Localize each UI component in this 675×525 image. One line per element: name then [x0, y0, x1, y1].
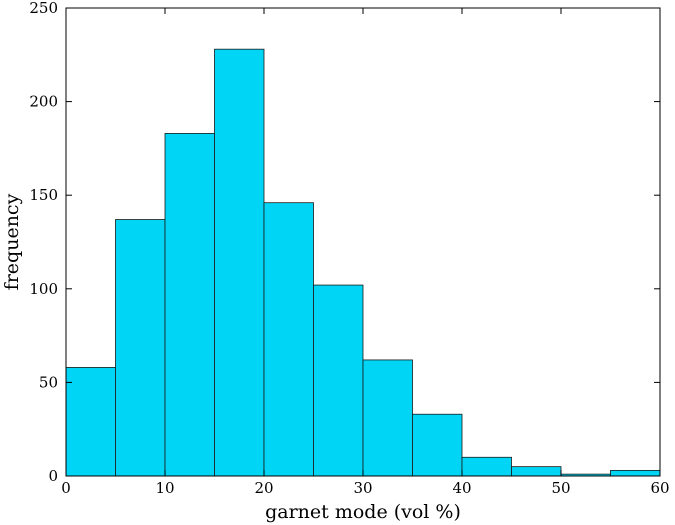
x-tick-label: 50 — [551, 479, 570, 497]
x-tick-label: 10 — [155, 479, 174, 497]
x-tick-label: 20 — [254, 479, 273, 497]
x-ticks: 0 10 20 30 40 50 60 — [61, 8, 670, 497]
y-tick-label: 100 — [29, 280, 58, 298]
y-tick-label: 250 — [29, 0, 58, 17]
y-tick-label: 150 — [29, 186, 58, 204]
x-tick-label: 40 — [452, 479, 471, 497]
histogram-bar — [610, 469, 661, 477]
histogram-bar — [263, 202, 314, 477]
y-tick-label: 0 — [48, 467, 58, 485]
y-tick-label: 50 — [39, 373, 58, 391]
x-tick-label: 0 — [61, 479, 71, 497]
y-ticks: 0 50 100 150 200 250 — [29, 0, 660, 485]
histogram-bar — [362, 359, 413, 477]
x-axis-label: garnet mode (vol %) — [265, 501, 461, 523]
x-tick-label: 60 — [650, 479, 669, 497]
histogram-bar — [115, 219, 166, 477]
bars-group — [65, 48, 661, 477]
histogram-bar — [461, 456, 512, 477]
histogram-bar — [313, 284, 364, 477]
histogram-bar — [511, 466, 562, 477]
x-tick-label: 30 — [353, 479, 372, 497]
histogram-bar — [65, 367, 116, 477]
histogram-bar — [214, 48, 265, 477]
y-axis-label: frequency — [1, 193, 23, 290]
histogram-bar — [164, 133, 215, 477]
y-tick-label: 200 — [29, 93, 58, 111]
histogram-bar — [412, 413, 463, 477]
